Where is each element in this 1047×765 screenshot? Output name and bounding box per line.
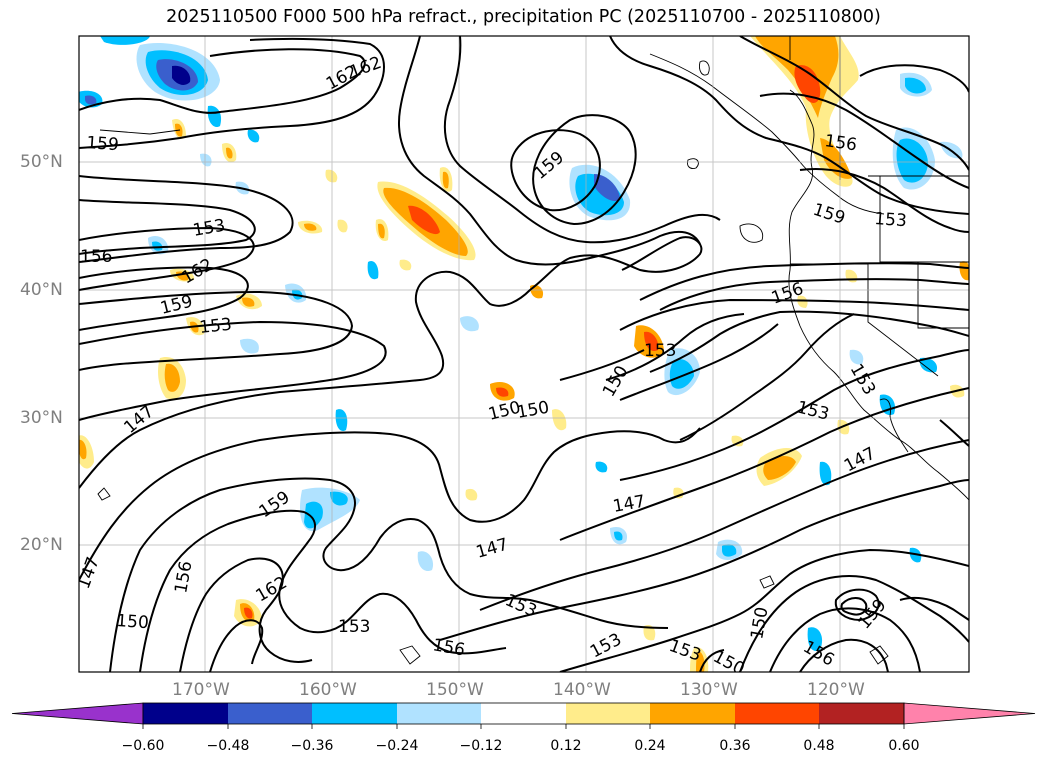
contour-label: 156 [80, 247, 112, 267]
colorbar-tick-label: −0.60 [121, 738, 165, 754]
lon-label: 150°W [426, 680, 484, 700]
contour-label: 153 [874, 209, 908, 231]
colorbar-tick-label: 0.12 [550, 738, 582, 754]
lon-label: 130°W [680, 680, 738, 700]
contour-label: 156 [823, 131, 858, 155]
colorbar-tick-label: 0.36 [719, 738, 751, 754]
map-area: 162 162 159 159 156 153 159 153 156 153 … [79, 36, 969, 672]
lon-label: 120°W [807, 680, 865, 700]
refractivity-contours [79, 36, 969, 672]
colorbar-tick-label: −0.48 [206, 738, 250, 754]
map-title: 2025110500 F000 500 hPa refract., precip… [166, 7, 881, 27]
lon-label: 140°W [553, 680, 611, 700]
colorbar-segment [312, 703, 397, 724]
colorbar-segment [566, 703, 650, 724]
colorbar [11, 702, 1036, 729]
colorbar-tick-label: −0.24 [375, 738, 419, 754]
colorbar-segment [397, 703, 481, 724]
colorbar-tick-label: 0.24 [634, 738, 666, 754]
colorbar-extend-low [11, 702, 144, 725]
contour-label: 153 [198, 315, 232, 338]
contour-label: 153 [338, 617, 370, 637]
colorbar-segment [481, 703, 566, 724]
contour-label: 159 [86, 133, 120, 155]
colorbar-tick-label: 0.48 [803, 738, 835, 754]
lat-label: 20°N [20, 535, 63, 555]
contour-label: 153 [644, 341, 676, 361]
contour-label: 150 [116, 611, 150, 633]
colorbar-segment [143, 703, 228, 724]
colorbar-frame [142, 702, 905, 725]
colorbar-extend-high [903, 702, 1036, 725]
colorbar-segment [650, 703, 735, 724]
colorbar-segment [228, 703, 312, 724]
colorbar-segment [735, 703, 819, 724]
map-frame [78, 35, 970, 673]
contour-labels: 162 162 159 159 156 153 159 153 156 153 … [79, 53, 908, 672]
grid-lines [79, 36, 969, 672]
lon-label: 170°W [172, 680, 230, 700]
colorbar-tick-label: −0.36 [290, 738, 334, 754]
lon-label: 160°W [299, 680, 357, 700]
lat-label: 40°N [20, 280, 63, 300]
lat-label: 50°N [20, 152, 63, 172]
colorbar-tick-label: 0.60 [888, 738, 920, 754]
lat-label: 30°N [20, 408, 63, 428]
colorbar-segment [819, 703, 904, 724]
colorbar-tick-label: −0.12 [459, 738, 503, 754]
